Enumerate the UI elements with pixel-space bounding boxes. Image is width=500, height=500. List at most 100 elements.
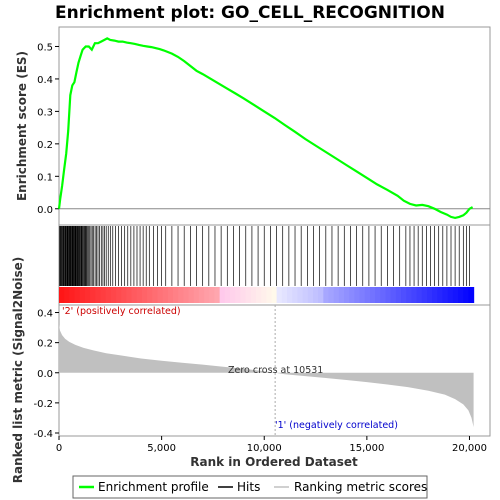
heatmap-segment (364, 287, 371, 303)
es-y-tick-label: 0.0 (37, 205, 53, 216)
metric-y-tick-label: 0.4 (37, 309, 53, 320)
metric-y-tick-label: -0.2 (33, 399, 53, 410)
heatmap-segment (312, 287, 319, 303)
heatmap-segment (121, 287, 127, 303)
heatmap-segment (416, 287, 423, 303)
chart-title: Enrichment plot: GO_CELL_RECOGNITION (55, 3, 445, 23)
hits-panel (58, 224, 491, 306)
heatmap-segment (458, 287, 464, 303)
es-y-tick-label: 0.4 (37, 75, 53, 86)
heatmap-segment (333, 287, 340, 303)
heatmap-segment (224, 287, 231, 303)
heatmap-segment (261, 287, 267, 303)
metric-y-tick-label: 0.0 (37, 369, 53, 380)
heatmap-segment (178, 287, 184, 303)
heatmap-segment (209, 287, 216, 303)
heatmap-segment (69, 287, 76, 303)
heatmap-segment (297, 287, 304, 303)
metric-y-ticks: -0.4 -0.2 0.0 0.2 0.4 (33, 309, 59, 440)
heatmap-segment (406, 287, 412, 303)
positive-correlation-label: '2' (positively correlated) (62, 306, 181, 317)
heatmap-segment (147, 287, 153, 303)
x-tick-label: 0 (56, 443, 62, 454)
es-plot-frame (58, 26, 491, 226)
heatmap-segment (369, 287, 376, 303)
heatmap-segment (421, 287, 428, 303)
legend-box (72, 475, 428, 499)
heatmap-segment (214, 287, 221, 303)
metric-x-ticks: 0 5,000 10,000 15,000 20,000 (56, 436, 487, 454)
es-y-tick-label: 0.5 (37, 42, 53, 53)
heatmap-segment (359, 287, 366, 303)
heatmap-segment (162, 287, 169, 303)
heatmap-segment (281, 287, 288, 303)
legend-label-enrichment: Enrichment profile (98, 480, 209, 494)
heatmap-segment (437, 287, 444, 303)
heatmap-segment (468, 287, 475, 303)
heatmap-segment (401, 287, 407, 303)
heatmap-segment (432, 287, 438, 303)
enrichment-profile-line (57, 37, 474, 220)
metric-y-tick-label: -0.4 (33, 429, 53, 440)
heatmap-segment (183, 287, 190, 303)
heatmap-segment (116, 287, 122, 303)
heatmap-segment (250, 287, 257, 303)
heatmap-segment (219, 287, 226, 303)
es-y-tick-label: 0.3 (37, 107, 53, 118)
heatmap-segment (100, 287, 107, 303)
heatmap-segment (302, 287, 309, 303)
heatmap-segment (105, 287, 112, 303)
heatmap-segment (84, 287, 91, 303)
heatmap-segment (204, 287, 210, 303)
legend-label-metric: Ranking metric scores (294, 480, 427, 494)
heatmap-segment (266, 287, 273, 303)
heatmap-segment (287, 287, 293, 303)
heatmap-segment (230, 287, 236, 303)
heatmap-segment (344, 287, 350, 303)
heatmap-segment (452, 287, 459, 303)
heatmap-segment (59, 287, 65, 303)
heatmap-segment (240, 287, 247, 303)
es-y-tick-label: 0.2 (37, 140, 53, 151)
es-y-ticks: 0.0 0.1 0.2 0.3 0.4 0.5 (37, 42, 59, 216)
x-axis-label: Rank in Ordered Dataset (190, 455, 358, 469)
heatmap-segment (95, 287, 102, 303)
heatmap-segment (442, 287, 449, 303)
heatmap-segment (447, 287, 454, 303)
heatmap-segment (323, 287, 330, 303)
zero-cross-label: Zero cross at 10531 (228, 365, 323, 376)
heatmap-segment (90, 287, 96, 303)
negative-correlation-label: '1' (negatively correlated) (275, 420, 398, 431)
heatmap-segment (188, 287, 195, 303)
legend-label-hits: Hits (237, 480, 260, 494)
heatmap-segment (271, 287, 278, 303)
heatmap-segment (136, 287, 143, 303)
heatmap-segment (338, 287, 345, 303)
heatmap-segment (141, 287, 148, 303)
es-y-tick-label: 0.1 (37, 172, 53, 183)
es-panel: 0.0 0.1 0.2 0.3 0.4 0.5 Enrichment score (ES) (15, 26, 491, 226)
heatmap-segment (354, 287, 361, 303)
heatmap-segment (292, 287, 298, 303)
heatmap-segment (198, 287, 205, 303)
heatmap-segment (463, 287, 469, 303)
es-y-axis-label: Enrichment score (ES) (15, 51, 29, 201)
heatmap-segment (307, 287, 314, 303)
hit-marks (59, 226, 470, 286)
x-tick-label: 15,000 (349, 443, 384, 454)
heatmap-segment (157, 287, 164, 303)
heatmap-segment (395, 287, 402, 303)
ranking-metric-area (59, 324, 474, 427)
heatmap-segment (245, 287, 252, 303)
x-tick-label: 5,000 (147, 443, 176, 454)
heatmap-segment (255, 287, 262, 303)
heatmap-segment (390, 287, 397, 303)
heatmap-segment (235, 287, 241, 303)
heatmap-segment (193, 287, 200, 303)
heatmap-segment (173, 287, 179, 303)
heatmap-segment (110, 287, 117, 303)
heatmap-segment (74, 287, 81, 303)
heatmap-segment (380, 287, 387, 303)
heatmap-segment (64, 287, 70, 303)
